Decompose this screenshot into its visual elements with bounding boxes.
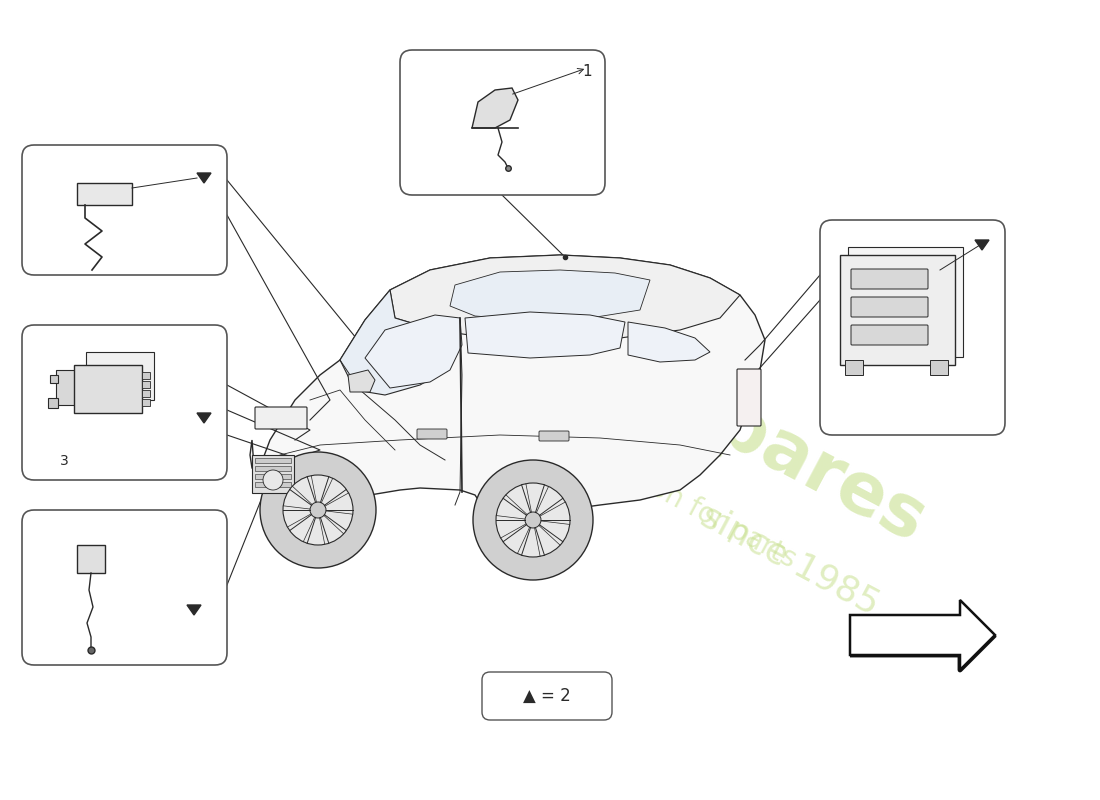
FancyBboxPatch shape bbox=[255, 458, 292, 463]
FancyBboxPatch shape bbox=[255, 482, 292, 487]
Circle shape bbox=[283, 475, 353, 545]
FancyBboxPatch shape bbox=[255, 474, 292, 479]
Polygon shape bbox=[450, 270, 650, 320]
FancyBboxPatch shape bbox=[400, 50, 605, 195]
Text: 3: 3 bbox=[59, 454, 68, 468]
FancyBboxPatch shape bbox=[22, 145, 227, 275]
Text: a passion for parts: a passion for parts bbox=[559, 427, 801, 573]
FancyBboxPatch shape bbox=[22, 325, 227, 480]
Text: eurospares: eurospares bbox=[502, 282, 938, 558]
FancyBboxPatch shape bbox=[86, 352, 154, 400]
FancyBboxPatch shape bbox=[851, 269, 928, 289]
Polygon shape bbox=[390, 255, 740, 340]
FancyBboxPatch shape bbox=[142, 381, 150, 388]
Polygon shape bbox=[197, 413, 211, 423]
FancyBboxPatch shape bbox=[848, 247, 962, 357]
Text: 1: 1 bbox=[582, 64, 592, 79]
Polygon shape bbox=[850, 600, 996, 670]
FancyBboxPatch shape bbox=[56, 370, 76, 405]
Polygon shape bbox=[187, 605, 201, 615]
Circle shape bbox=[260, 452, 376, 568]
Circle shape bbox=[310, 502, 326, 518]
Text: since 1985: since 1985 bbox=[695, 498, 886, 622]
FancyBboxPatch shape bbox=[142, 372, 150, 379]
FancyBboxPatch shape bbox=[142, 399, 150, 406]
Circle shape bbox=[263, 470, 283, 490]
Text: ▲ = 2: ▲ = 2 bbox=[524, 687, 571, 705]
FancyBboxPatch shape bbox=[50, 375, 58, 383]
FancyBboxPatch shape bbox=[845, 360, 864, 375]
FancyBboxPatch shape bbox=[851, 325, 928, 345]
Polygon shape bbox=[465, 312, 625, 358]
Polygon shape bbox=[340, 290, 455, 395]
FancyBboxPatch shape bbox=[255, 407, 307, 429]
FancyBboxPatch shape bbox=[77, 183, 132, 205]
Polygon shape bbox=[197, 173, 211, 183]
FancyBboxPatch shape bbox=[252, 455, 294, 493]
FancyBboxPatch shape bbox=[482, 672, 612, 720]
FancyBboxPatch shape bbox=[22, 510, 227, 665]
Circle shape bbox=[473, 460, 593, 580]
FancyBboxPatch shape bbox=[142, 390, 150, 397]
FancyBboxPatch shape bbox=[840, 255, 955, 365]
Polygon shape bbox=[348, 370, 375, 392]
FancyBboxPatch shape bbox=[820, 220, 1005, 435]
Polygon shape bbox=[975, 240, 989, 250]
Circle shape bbox=[496, 483, 570, 557]
Polygon shape bbox=[472, 88, 518, 128]
Polygon shape bbox=[628, 322, 710, 362]
Polygon shape bbox=[250, 255, 764, 526]
FancyBboxPatch shape bbox=[48, 398, 58, 408]
FancyBboxPatch shape bbox=[417, 429, 447, 439]
FancyBboxPatch shape bbox=[930, 360, 948, 375]
FancyBboxPatch shape bbox=[255, 466, 292, 471]
FancyBboxPatch shape bbox=[74, 365, 142, 413]
FancyBboxPatch shape bbox=[737, 369, 761, 426]
Circle shape bbox=[525, 512, 541, 528]
Polygon shape bbox=[365, 315, 462, 388]
FancyBboxPatch shape bbox=[539, 431, 569, 441]
FancyBboxPatch shape bbox=[851, 297, 928, 317]
FancyBboxPatch shape bbox=[77, 545, 104, 573]
